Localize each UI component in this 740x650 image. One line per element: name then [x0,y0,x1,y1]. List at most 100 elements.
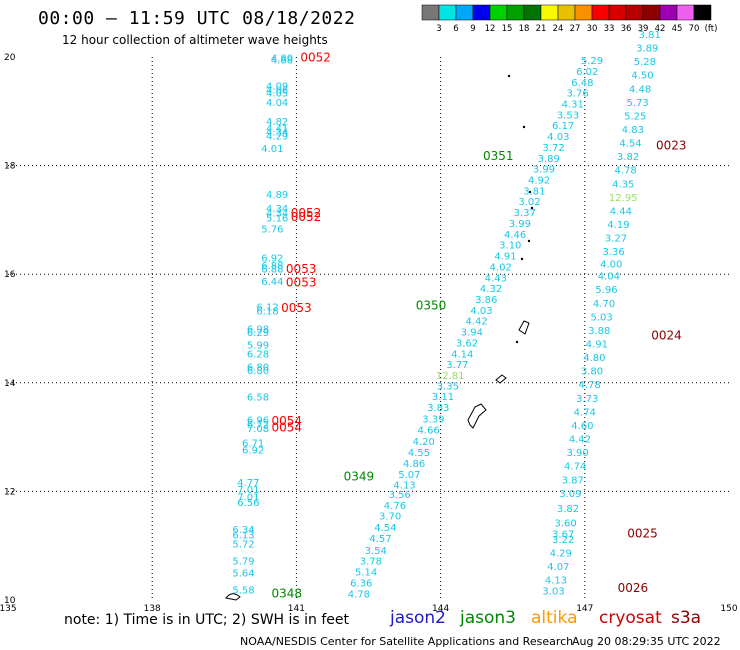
wave-height-value: 4.46 [504,230,526,241]
wave-height-value: 3.76 [566,89,588,100]
color-scale-legend: 3 6 9 12 15 18 21 24 27 30 33 36 39 42 45 70 (ft) [421,4,718,34]
wave-height-value: 3.94 [461,328,483,339]
wave-height-value: 4.34 [266,128,288,139]
wave-height-value: 5.76 [261,224,283,235]
wave-height-value: 5.29 [581,56,603,67]
wave-height-value: 3.09 [559,489,581,500]
legend-jason3: jason3 [460,608,516,628]
colorbar-label: 30 [587,24,598,34]
wave-height-value: 4.14 [451,349,473,360]
colorbar-label: 42 [655,24,666,34]
wave-height-value: 3.22 [552,535,574,546]
wave-height-value: 6.98 [247,324,269,335]
legend-jason2: jason2 [390,608,446,628]
colorbar-label: 21 [536,24,547,34]
colorbar-label: 15 [502,24,513,34]
island-dot [507,74,511,78]
wave-height-value: 6.13 [232,531,254,542]
wave-height-value: 4.42 [569,435,591,446]
wave-height-value: 6.92 [261,254,283,265]
wave-height-value: 6.56 [237,498,259,509]
x-tick-label: 141 [288,604,305,614]
colorbar-label: 45 [672,24,683,34]
pass-time-label: 0052 [300,50,331,64]
x-tick-label: 150 [720,604,737,614]
wave-height-value: 5.58 [232,585,254,596]
island-outline [495,374,507,384]
wave-height-value: 4.80 [271,53,293,64]
wave-height-value: 4.74 [564,462,586,473]
wave-height-value: 3.60 [554,519,576,530]
colorbar-label: 12 [485,24,496,34]
wave-height-value: 4.92 [528,176,550,187]
pass-time-label: 0052 [291,210,322,224]
island-dot [520,257,524,261]
pass-time-label: 0350 [416,298,447,312]
pass-time-label: 0024 [651,328,682,342]
wave-height-value: 4.13 [393,481,415,492]
wave-height-value: 4.35 [612,179,634,190]
wave-height-value: 5.14 [355,568,377,579]
island-outline [467,403,487,429]
y-tick-label: 16 [4,270,16,280]
wave-height-value: 4.01 [261,144,283,155]
wave-height-value: 7.01 [237,493,259,504]
chart-subtitle: 12 hour collection of altimeter wave hei… [62,33,328,47]
wave-height-value: 4.74 [574,407,596,418]
wave-height-value: 5.79 [232,557,254,568]
pass-time-label: 0054 [272,414,303,428]
wave-height-value: 3.73 [576,394,598,405]
wave-height-value: 3.37 [514,208,536,219]
pass-time-label: 0348 [272,586,303,600]
wave-height-value: 4.20 [413,437,435,448]
wave-height-value: 3.03 [542,587,564,598]
wave-height-value: 4.91 [586,340,608,351]
pass-time-label: 0351 [483,149,514,163]
wave-height-value: 3.81 [523,186,545,197]
wave-height-value: 6.96 [247,416,269,427]
wave-height-value: 3.56 [389,490,411,501]
wave-height-value: 4.78 [615,166,637,177]
colorbar-label: 39 [638,24,649,34]
wave-height-value: 4.07 [547,562,569,573]
wave-height-value: 4.78 [578,380,600,391]
legend-cryosat: cryosat [599,608,662,628]
x-tick-label: 135 [0,604,17,614]
generated-timestamp: Aug 20 08:29:35 UTC 2022 [572,635,721,648]
wave-height-value: 12.81 [436,371,465,382]
wave-height-value: 4.43 [485,273,507,284]
x-tick-label: 147 [576,604,593,614]
colorbar-label: 70 [689,24,700,34]
wave-height-value: 3.53 [557,110,579,121]
wave-height-value: 6.29 [247,328,269,339]
x-tick-label: 138 [144,604,161,614]
colorbar-label: (ft) [705,24,718,34]
wave-height-value: 4.78 [348,589,370,600]
pass-time-label: 0023 [656,138,687,152]
wave-height-value: 6.92 [242,445,264,456]
wave-height-value: 4.31 [562,99,584,110]
wave-height-value: 4.03 [470,306,492,317]
wave-height-value: 4.29 [266,132,288,143]
wave-height-value: 3.10 [499,241,521,252]
wave-height-value: 4.00 [600,260,622,271]
wave-height-value: 4.55 [408,448,430,459]
pass-time-label: 0052 [291,206,322,220]
wave-height-value: 4.02 [490,262,512,273]
wave-height-value: 4.82 [266,117,288,128]
wave-height-value: 7.01 [237,485,259,496]
wave-height-value: 4.83 [622,125,644,136]
credit-line: NOAA/NESDIS Center for Satellite Applica… [240,635,574,648]
wave-height-value: 4.54 [374,523,396,534]
island-outline [225,593,241,601]
y-tick-label: 14 [4,379,16,389]
wave-height-value: 5.64 [232,569,254,580]
wave-height-value: 4.34 [266,204,288,215]
legend-altika: altika [531,608,578,628]
wave-height-value: 6.48 [571,78,593,89]
wave-height-value: 3.77 [446,360,468,371]
pass-time-label: 0025 [627,527,658,541]
wave-height-value: 4.57 [369,534,391,545]
